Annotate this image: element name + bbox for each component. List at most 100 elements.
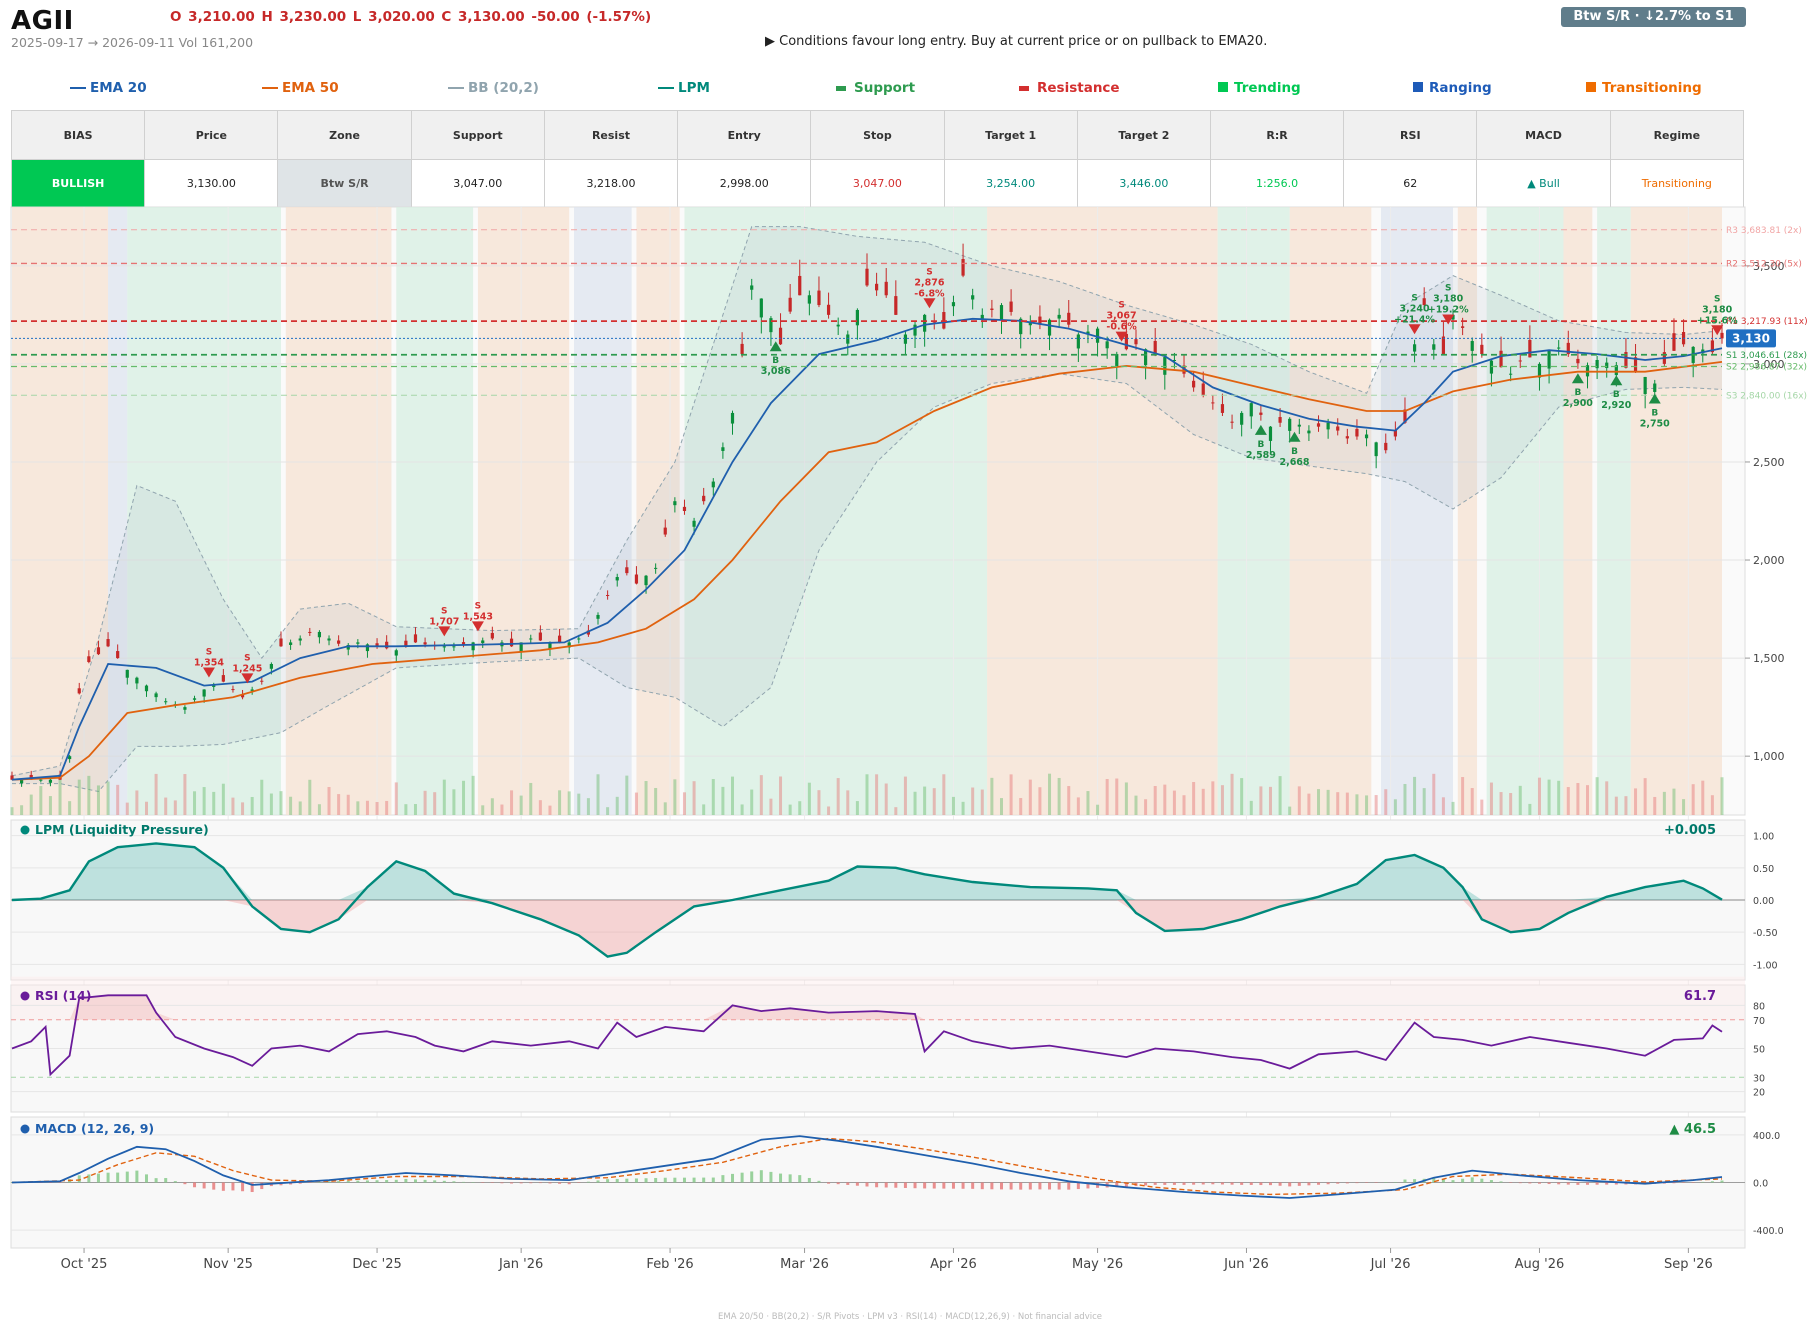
macd-histogram-bar bbox=[1682, 1182, 1686, 1183]
volume-bar bbox=[490, 798, 494, 815]
legend-item-ema-50[interactable]: EMA 50 bbox=[262, 80, 339, 96]
candle-body bbox=[1259, 412, 1263, 415]
macd-histogram-bar bbox=[404, 1178, 408, 1183]
candle-body bbox=[1047, 319, 1052, 336]
legend-item-bb-20-2[interactable]: BB (20,2) bbox=[448, 80, 539, 96]
summary-value-macd: ▲ Bull bbox=[1476, 159, 1611, 208]
macd-histogram-bar bbox=[817, 1180, 821, 1183]
volume-bar bbox=[1336, 792, 1340, 815]
legend-item-support[interactable]: Support bbox=[836, 80, 915, 96]
volume-bar bbox=[298, 801, 302, 815]
candle-body bbox=[538, 632, 542, 641]
legend-item-ema-20[interactable]: EMA 20 bbox=[70, 80, 147, 96]
ema50-line bbox=[11, 361, 1723, 781]
candle-body bbox=[231, 689, 235, 691]
macd-histogram-bar bbox=[164, 1178, 168, 1183]
signal-price-label: 2,750 bbox=[1640, 419, 1670, 430]
macd-histogram-bar bbox=[308, 1182, 312, 1183]
legend-item-trending[interactable]: Trending bbox=[1218, 80, 1301, 96]
legend-item-resistance[interactable]: Resistance bbox=[1019, 80, 1120, 96]
macd-histogram-bar bbox=[1537, 1182, 1541, 1184]
signal-side-label: S bbox=[441, 606, 447, 616]
macd-histogram-bar bbox=[615, 1178, 619, 1183]
candle-body bbox=[759, 298, 763, 318]
volume-bar bbox=[769, 798, 773, 815]
volume-bar bbox=[519, 795, 523, 815]
candle-body bbox=[855, 309, 859, 326]
macd-histogram-bar bbox=[87, 1174, 91, 1183]
candle-body bbox=[1086, 331, 1090, 335]
macd-histogram-bar bbox=[1365, 1182, 1369, 1183]
summary-value-r-r: 1:256.0 bbox=[1209, 159, 1345, 208]
macd-histogram-bar bbox=[394, 1179, 398, 1183]
volume-bar bbox=[1470, 788, 1474, 815]
volume-bar bbox=[1134, 795, 1138, 815]
macd-histogram-bar bbox=[673, 1177, 677, 1183]
rsi-tick-label: 30 bbox=[1753, 1073, 1765, 1084]
volume-bar bbox=[1153, 785, 1157, 815]
signal-price-label: 3,240 bbox=[1400, 303, 1430, 314]
volume-bar bbox=[1240, 778, 1244, 815]
volume-bar bbox=[221, 783, 225, 815]
signal-side-label: S bbox=[926, 267, 932, 277]
volume-bar bbox=[1201, 788, 1205, 815]
candle-body bbox=[654, 567, 658, 569]
sr-line-label: R1 3,217.93 (11x) bbox=[1726, 317, 1808, 327]
regime-band-trending bbox=[1486, 207, 1564, 815]
legend-item-transitioning[interactable]: Transitioning bbox=[1586, 80, 1702, 96]
candle-body bbox=[1153, 340, 1157, 355]
macd-title: MACD (12, 26, 9) bbox=[35, 1121, 154, 1136]
candle-body bbox=[663, 527, 667, 535]
volume-bar bbox=[1211, 781, 1215, 815]
volume-bar bbox=[193, 791, 197, 815]
volume-bar bbox=[442, 779, 446, 815]
macd-histogram-bar bbox=[356, 1180, 360, 1183]
volume-bar bbox=[567, 791, 571, 815]
summary-header-entry: Entry bbox=[677, 110, 812, 160]
volume-bar bbox=[500, 804, 504, 815]
candle-body bbox=[1412, 344, 1417, 352]
legend-item-lpm[interactable]: LPM bbox=[658, 80, 710, 96]
candle-body bbox=[923, 314, 927, 332]
macd-histogram-bar bbox=[500, 1182, 504, 1184]
signal-price-label: 1,707 bbox=[429, 616, 459, 627]
candle-body bbox=[1240, 412, 1244, 425]
volume-bar bbox=[1441, 797, 1445, 815]
summary-header-r-r: R:R bbox=[1209, 110, 1345, 160]
volume-bar bbox=[1566, 787, 1570, 815]
legend-item-ranging[interactable]: Ranging bbox=[1413, 80, 1492, 96]
volume-bar bbox=[1326, 789, 1330, 815]
volume-bar bbox=[279, 791, 283, 815]
candle-body bbox=[826, 304, 831, 315]
macd-histogram-bar bbox=[1172, 1182, 1176, 1185]
candle-body bbox=[1633, 357, 1638, 372]
volume-bar bbox=[144, 801, 148, 815]
candle-body bbox=[1374, 442, 1378, 457]
x-tick-label: Jun '26 bbox=[1223, 1257, 1269, 1272]
macd-histogram-bar bbox=[999, 1182, 1003, 1190]
candle-body bbox=[673, 501, 677, 506]
volume-bar bbox=[990, 777, 994, 815]
candle-body bbox=[913, 324, 917, 336]
macd-histogram-bar bbox=[1403, 1179, 1407, 1183]
regime-band-trending bbox=[684, 207, 988, 815]
macd-histogram-bar bbox=[865, 1182, 869, 1187]
macd-histogram-bar bbox=[750, 1171, 754, 1183]
volume-bar bbox=[798, 801, 802, 815]
macd-histogram-bar bbox=[682, 1177, 686, 1183]
volume-bar bbox=[241, 802, 245, 815]
legend-swatch bbox=[1019, 85, 1029, 91]
candle-body bbox=[1057, 314, 1061, 319]
volume-bar bbox=[759, 775, 763, 815]
volume-bar bbox=[817, 790, 821, 815]
volume-bar bbox=[452, 789, 456, 815]
volume-bar bbox=[865, 774, 869, 815]
last-price-tag bbox=[1726, 329, 1776, 348]
candle-body bbox=[529, 638, 533, 640]
legend-label: Resistance bbox=[1037, 80, 1120, 96]
macd-histogram-bar bbox=[1672, 1182, 1676, 1184]
volume-bar bbox=[462, 780, 466, 815]
macd-histogram-bar bbox=[951, 1182, 955, 1189]
volume-bar bbox=[77, 779, 81, 815]
candle-body bbox=[490, 632, 494, 639]
